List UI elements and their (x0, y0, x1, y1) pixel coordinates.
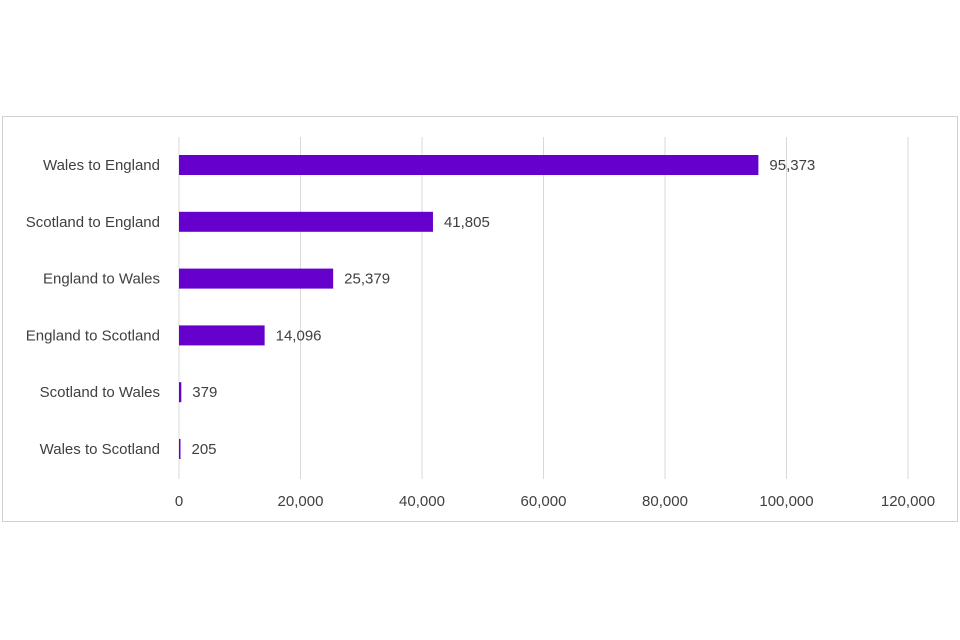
category-label: Scotland to Wales (40, 384, 160, 401)
x-tick-label: 0 (175, 493, 183, 510)
x-tick-label: 100,000 (759, 493, 813, 510)
category-label: England to Scotland (26, 327, 160, 344)
bar (179, 268, 334, 289)
data-label: 25,379 (344, 271, 390, 288)
data-label: 205 (192, 441, 217, 458)
bar (179, 382, 182, 403)
category-label: England to Wales (43, 271, 160, 288)
bar (179, 155, 759, 175)
x-tick-label: 120,000 (881, 493, 935, 510)
x-tick-label: 80,000 (642, 493, 688, 510)
bar (179, 439, 181, 459)
data-label: 14,096 (276, 327, 322, 344)
category-label: Wales to England (43, 157, 160, 174)
data-label: 95,373 (769, 157, 815, 174)
category-label: Wales to Scotland (40, 441, 160, 458)
x-tick-labels: 0 20,000 40,000 60,000 80,000 100,000 120,000 (175, 493, 935, 510)
x-tick-label: 40,000 (399, 493, 445, 510)
category-label: Scotland to England (26, 214, 160, 231)
bar (179, 211, 433, 232)
x-tick-label: 60,000 (521, 493, 567, 510)
bar (179, 325, 265, 346)
bars (179, 155, 759, 459)
x-tick-label: 20,000 (278, 493, 324, 510)
category-labels: Wales to England Scotland to England Engla… (26, 157, 160, 458)
bar-chart: Wales to England Scotland to England Engla… (26, 137, 935, 510)
data-labels: 95,373 41,805 25,379 14,096 379 205 (192, 157, 816, 458)
data-label: 379 (192, 384, 217, 401)
data-label: 41,805 (444, 214, 490, 231)
gridlines (178, 137, 909, 479)
chart-frame: Wales to England Scotland to England Engla… (2, 116, 958, 522)
